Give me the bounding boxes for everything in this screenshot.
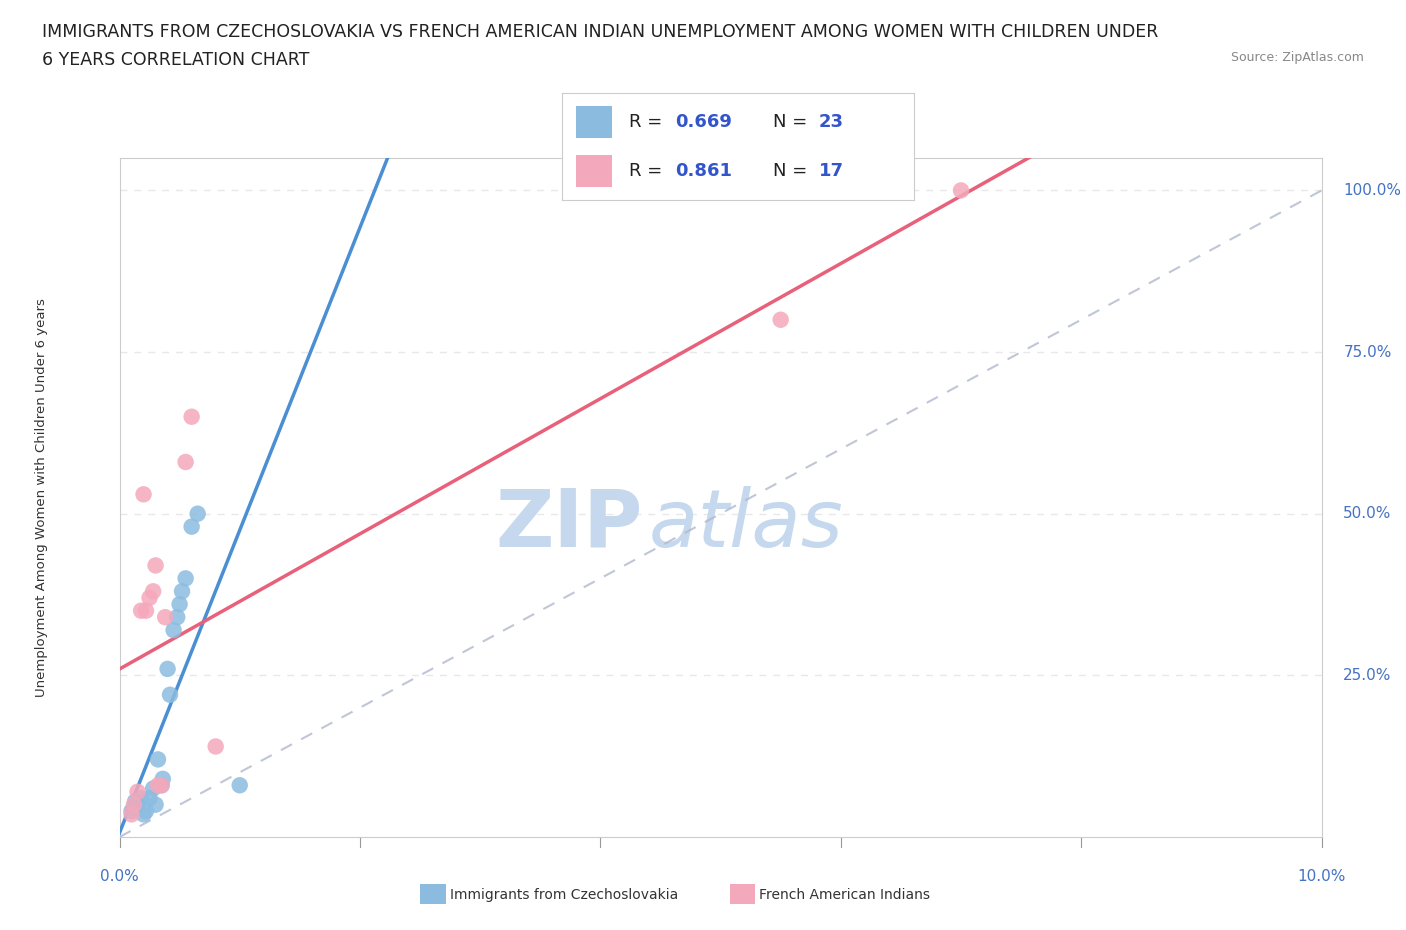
Point	[187, 506, 209, 521]
Point	[135, 604, 157, 618]
Point	[127, 784, 149, 799]
Point	[174, 455, 197, 470]
Point	[156, 661, 179, 676]
Point	[174, 571, 197, 586]
Text: R =: R =	[630, 162, 668, 180]
Text: N =: N =	[773, 162, 813, 180]
Point	[135, 804, 157, 818]
Text: R =: R =	[630, 113, 668, 131]
Bar	[576, 155, 612, 187]
Point	[146, 752, 169, 767]
Text: 17: 17	[818, 162, 844, 180]
Text: 0.669: 0.669	[675, 113, 731, 131]
Bar	[576, 106, 612, 138]
Point	[150, 777, 173, 792]
Point	[166, 610, 188, 625]
Point	[129, 604, 152, 618]
Point	[122, 797, 145, 812]
Text: 0.0%: 0.0%	[100, 870, 139, 884]
Point	[152, 771, 174, 786]
Text: 100.0%: 100.0%	[1343, 183, 1402, 198]
Point	[124, 794, 146, 809]
Text: atlas: atlas	[648, 485, 844, 564]
Point	[180, 409, 202, 424]
Point	[170, 584, 193, 599]
Point	[138, 790, 160, 805]
Point	[769, 312, 792, 327]
Point	[159, 687, 181, 702]
Point	[129, 790, 152, 805]
Point	[204, 739, 226, 754]
Text: 0.861: 0.861	[675, 162, 733, 180]
Point	[153, 610, 176, 625]
Point	[138, 591, 160, 605]
Point	[127, 797, 149, 812]
Text: N =: N =	[773, 113, 813, 131]
Text: IMMIGRANTS FROM CZECHOSLOVAKIA VS FRENCH AMERICAN INDIAN UNEMPLOYMENT AMONG WOME: IMMIGRANTS FROM CZECHOSLOVAKIA VS FRENCH…	[42, 23, 1159, 41]
Text: Immigrants from Czechoslovakia: Immigrants from Czechoslovakia	[450, 887, 678, 902]
Point	[142, 781, 165, 796]
Point	[162, 623, 184, 638]
Text: 25.0%: 25.0%	[1343, 668, 1392, 683]
Point	[145, 797, 167, 812]
Text: 75.0%: 75.0%	[1343, 345, 1392, 360]
Point	[169, 597, 191, 612]
Point	[132, 487, 155, 502]
Point	[132, 807, 155, 822]
Text: 10.0%: 10.0%	[1298, 870, 1346, 884]
Text: 6 YEARS CORRELATION CHART: 6 YEARS CORRELATION CHART	[42, 51, 309, 69]
Text: ZIP: ZIP	[495, 485, 643, 564]
Point	[180, 519, 202, 534]
Text: French American Indians: French American Indians	[759, 887, 931, 902]
Text: Source: ZipAtlas.com: Source: ZipAtlas.com	[1230, 51, 1364, 64]
Text: 23: 23	[818, 113, 844, 131]
Point	[122, 801, 145, 816]
Text: Unemployment Among Women with Children Under 6 years: Unemployment Among Women with Children U…	[35, 299, 48, 697]
Point	[142, 584, 165, 599]
Point	[150, 777, 173, 792]
Point	[950, 183, 973, 198]
Point	[145, 558, 167, 573]
Point	[228, 777, 252, 792]
Text: 50.0%: 50.0%	[1343, 506, 1392, 521]
Point	[121, 804, 143, 818]
Point	[146, 777, 169, 792]
Point	[121, 807, 143, 822]
